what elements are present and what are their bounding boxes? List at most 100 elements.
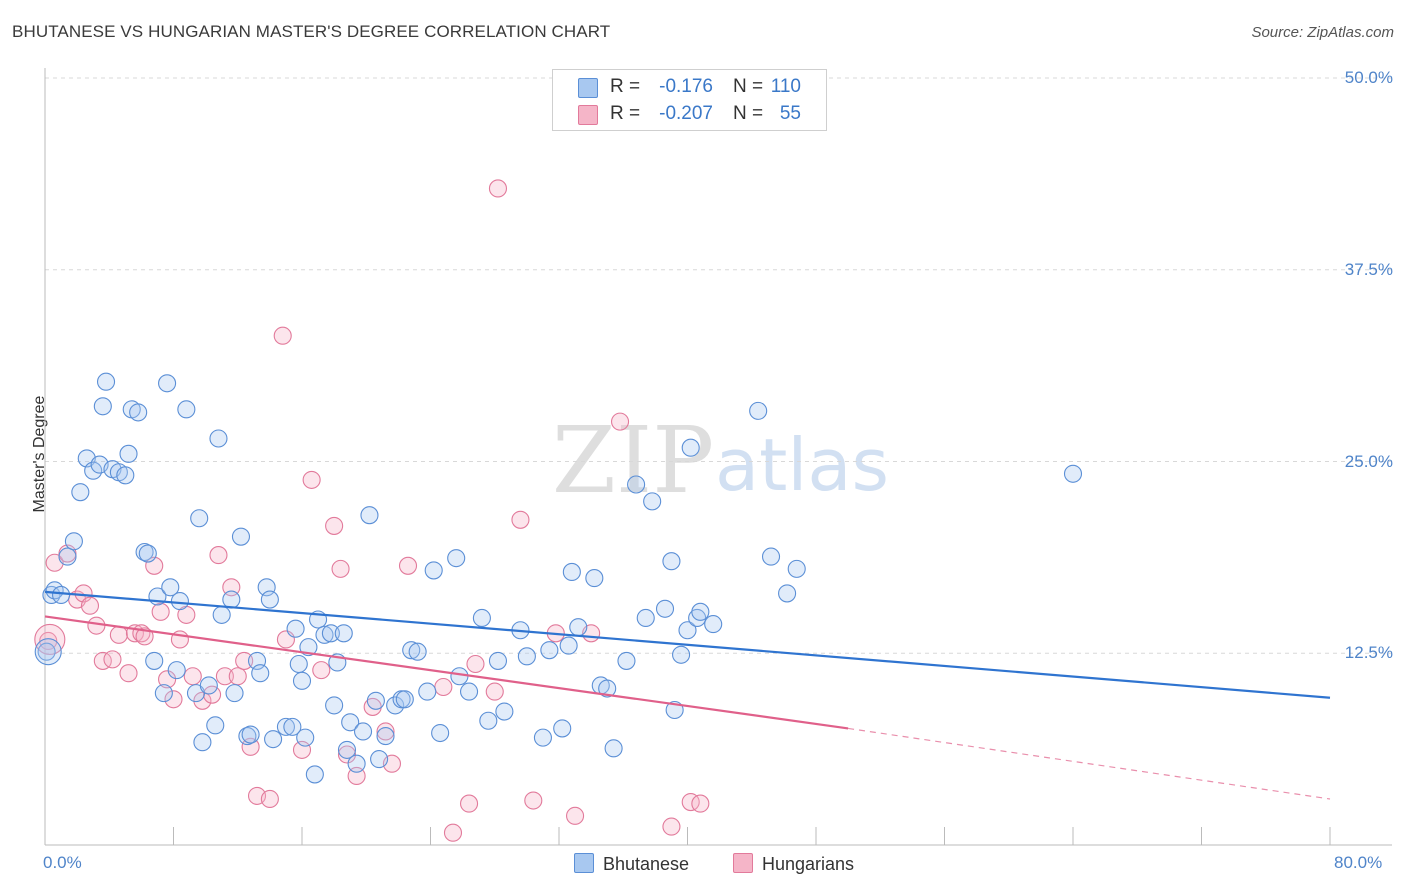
bhutanese-point — [778, 584, 797, 603]
hungarians-point — [222, 578, 241, 597]
bhutanese-point — [672, 645, 691, 664]
hungarians-point — [376, 722, 395, 741]
bhutanese-point — [193, 733, 212, 752]
legend-bhutanese[interactable]: Bhutanese — [574, 853, 689, 875]
hungarians-point — [566, 806, 585, 825]
bhutanese-swatch — [578, 78, 598, 98]
n-value: 110 — [770, 76, 801, 97]
legend-hungarians[interactable]: Hungarians — [733, 853, 854, 875]
source-label: Source: ZipAtlas.com — [1251, 24, 1394, 41]
bhutanese-point — [447, 549, 466, 568]
bhutanese-point — [662, 552, 681, 571]
bhutanese-point — [58, 547, 77, 566]
hungarians-point — [241, 737, 260, 756]
bhutanese-point — [299, 638, 318, 657]
bhutanese-point — [334, 624, 353, 643]
bhutanese-point — [170, 592, 189, 611]
x-tick-max: 80.0% — [1334, 853, 1383, 872]
bhutanese-point — [260, 590, 279, 609]
hungarians-point — [151, 602, 170, 621]
hungarians-point — [398, 556, 418, 575]
bhutanese-point — [366, 691, 385, 710]
bhutanese-point — [1063, 464, 1083, 483]
bhutanese-point — [761, 547, 781, 566]
hungarians-point — [511, 510, 530, 529]
bhutanese-point — [402, 641, 421, 660]
hungarians-point — [228, 667, 247, 686]
hungarians-point — [183, 667, 202, 686]
bhutanese-point — [418, 682, 437, 701]
bhutanese-point — [251, 664, 270, 683]
bhutanese-point — [52, 585, 71, 605]
watermark: ZIP atlas — [552, 407, 889, 514]
hungarians-point — [331, 559, 350, 578]
bhutanese-point — [199, 676, 218, 695]
hungarians-point — [215, 667, 234, 686]
bhutanese-point — [749, 401, 768, 420]
r-label: R = — [610, 76, 641, 97]
bhutanese-point — [71, 483, 90, 502]
bhutanese-point — [360, 506, 379, 525]
bhutanese-point — [459, 682, 479, 701]
bhutanese-point — [305, 765, 324, 784]
bhutanese-point — [283, 717, 302, 736]
bhutanese-point — [292, 671, 312, 690]
hungarians-point — [273, 326, 292, 345]
bhutanese-point — [276, 717, 295, 736]
bhutanese-point — [264, 730, 283, 749]
axes — [44, 68, 1392, 846]
bhutanese-point — [479, 711, 498, 730]
legend-bhutanese-label: Bhutanese — [603, 854, 690, 874]
bhutanese-point — [395, 690, 414, 709]
hungarians-point — [80, 596, 100, 615]
stats-row-bhutanese: R = -0.176 N = 110 — [553, 74, 826, 100]
hungarians-point — [466, 654, 485, 674]
hungarians-point — [119, 664, 138, 683]
bhutanese-point — [517, 647, 536, 666]
bhutanese-point — [325, 696, 344, 715]
bhutanese-point — [225, 684, 244, 703]
hungarians-point — [488, 179, 508, 198]
hungarians-point — [109, 625, 128, 644]
bhutanese-point — [540, 641, 559, 660]
y-tick-label: 50.0% — [1344, 68, 1393, 87]
bhutanese-point — [296, 728, 315, 747]
bhutanese-point — [353, 722, 373, 741]
hungarians-point — [434, 677, 453, 697]
bhutanese-point — [643, 492, 662, 511]
r-value: -0.207 — [659, 103, 713, 124]
bhutanese-point — [488, 651, 508, 670]
hungarians-point — [135, 627, 154, 646]
hungarians-point — [524, 791, 543, 810]
bhutanese-point — [787, 559, 806, 578]
bhutanese-point — [129, 403, 148, 422]
bhutanese-point — [154, 684, 173, 703]
hungarians-point — [235, 651, 254, 670]
bhutanese-point — [315, 625, 334, 644]
y-tick-label: 37.5% — [1344, 259, 1393, 279]
bhutanese-point — [190, 509, 209, 528]
hungarians-swatch — [578, 105, 598, 125]
bhutanese-point — [598, 679, 617, 698]
n-label: N = — [733, 103, 764, 124]
bhutanese-point — [585, 569, 604, 588]
bhutanese-point — [177, 400, 196, 419]
bhutanese-trend-line — [44, 590, 1331, 699]
hungarians-point — [485, 682, 504, 701]
hungarians-point — [260, 789, 279, 809]
bhutanese-point — [321, 624, 340, 643]
hungarians-point — [610, 412, 630, 431]
bhutanese-point — [45, 581, 64, 600]
hungarians-point — [681, 792, 700, 812]
bhutanese-point — [341, 713, 360, 732]
hungarians-point — [662, 817, 681, 836]
bhutanese-point — [627, 475, 646, 494]
bhutanese-point — [636, 608, 655, 628]
hungarians-point — [93, 651, 112, 670]
y-tick-label: 12.5% — [1344, 643, 1393, 663]
bhutanese-point — [655, 599, 675, 618]
bhutanese-point — [408, 642, 427, 661]
bhutanese-point — [431, 723, 450, 743]
bhutanese-point — [617, 651, 636, 670]
bhutanese-point — [681, 438, 700, 457]
